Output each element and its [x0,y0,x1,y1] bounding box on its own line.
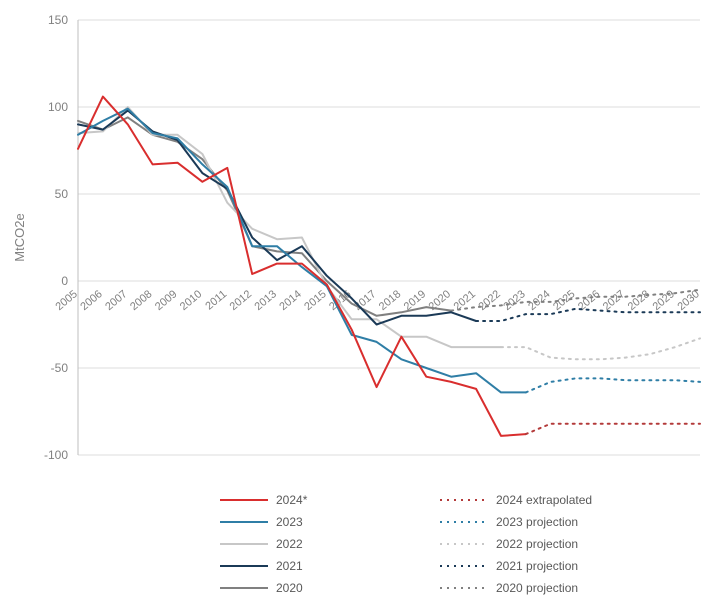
y-tick-label: 0 [61,274,68,288]
chart-svg: -100-50050100150MtCO2e200520062007200820… [0,0,721,598]
legend-label-s2023: 2023 [276,515,303,529]
y-tick-label: 150 [48,13,68,27]
y-tick-label: 50 [55,187,69,201]
y-tick-label: -100 [44,448,68,462]
emissions-chart: -100-50050100150MtCO2e200520062007200820… [0,0,721,598]
y-tick-label: -50 [51,361,69,375]
legend-label-s2020p: 2020 projection [496,581,578,595]
legend-label-s2024p: 2024 extrapolated [496,493,592,507]
legend-label-s2021p: 2021 projection [496,559,578,573]
y-axis-label: MtCO2e [12,213,27,261]
legend-label-s2021: 2021 [276,559,303,573]
legend-label-s2024: 2024* [276,493,308,507]
legend-label-s2022p: 2022 projection [496,537,578,551]
legend-label-s2023p: 2023 projection [496,515,578,529]
legend-label-s2020: 2020 [276,581,303,595]
y-tick-label: 100 [48,100,68,114]
legend-label-s2022: 2022 [276,537,303,551]
